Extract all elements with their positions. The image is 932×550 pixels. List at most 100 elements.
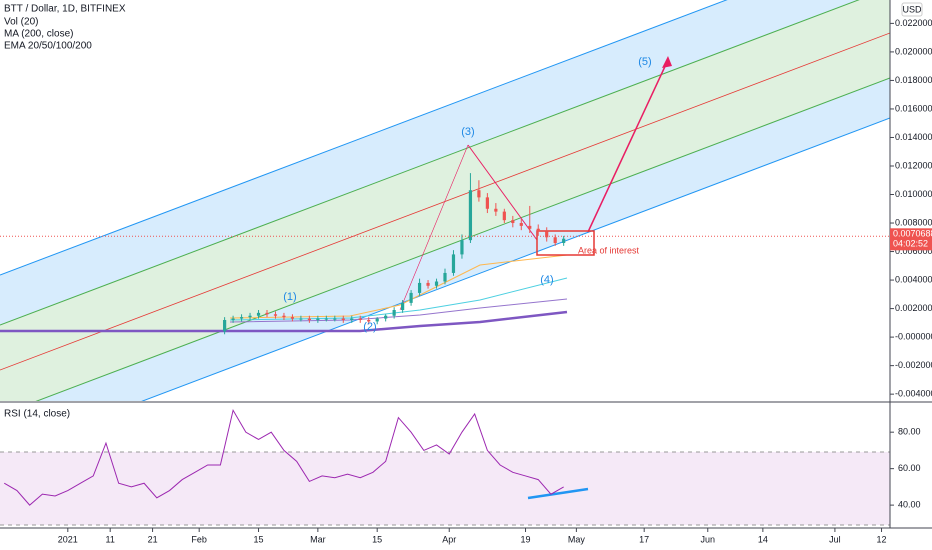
ema-200 [229, 298, 568, 323]
candle-body [265, 312, 269, 315]
annotation: (5) [638, 56, 651, 68]
candle-body [494, 208, 498, 212]
y-tick-label: 0.01600000 [895, 103, 932, 113]
ma-200 [0, 310, 568, 333]
x-tick-label: 12 [877, 534, 887, 544]
x-tick-label: 15 [372, 534, 382, 544]
x-tick-label: May [568, 534, 586, 544]
y-tick-label: 0.02200000 [895, 18, 932, 28]
y-tick-label: -0.00400000 [895, 389, 932, 399]
currency-box[interactable] [901, 2, 923, 17]
candle-body [248, 315, 252, 318]
y-tick-label: 0.00400000 [895, 274, 932, 284]
candle-body [375, 318, 379, 322]
y-tick-label: 0.00200000 [895, 303, 932, 313]
candle-body [562, 238, 566, 243]
candle-body [545, 231, 549, 238]
candle-body [256, 312, 261, 316]
candle-body [333, 318, 337, 320]
y-tick-label: 80.00 [898, 427, 921, 437]
candle-body [519, 223, 523, 226]
annotation: (4) [540, 274, 553, 286]
candle-body [511, 220, 515, 224]
y-tick-label: 0.00600000 [895, 246, 932, 256]
x-tick-label: 11 [106, 534, 115, 544]
rsi-title: RSI (14, close) [4, 409, 70, 420]
candle-body [485, 197, 489, 209]
y-tick-label: 0.01200000 [895, 160, 932, 170]
candle-body [392, 310, 396, 316]
x-tick-label: Jun [701, 534, 716, 544]
candle-body [409, 292, 413, 303]
candle-body [358, 318, 362, 321]
x-tick-label: Jul [829, 534, 841, 544]
wave-line [399, 144, 469, 311]
candle-body [460, 240, 464, 255]
indicator-label: Vol (20) [4, 17, 38, 28]
x-tick-label: Feb [191, 534, 207, 544]
candle-body [477, 190, 481, 198]
x-tick-label: 15 [254, 534, 264, 544]
candle-body [502, 211, 506, 221]
candle-body [434, 281, 439, 286]
candle-body [299, 318, 303, 320]
last-price-box [890, 228, 932, 251]
candle-body [282, 315, 286, 318]
x-tick-label: Apr [442, 534, 456, 544]
candle-body [316, 318, 320, 321]
channel-line [0, 0, 860, 326]
candle-body [553, 237, 557, 243]
indicator-label: MA (200, close) [4, 29, 73, 40]
candle-body [401, 302, 405, 311]
candle-body [426, 282, 430, 286]
annotation: (2) [363, 321, 376, 333]
indicator-label: EMA 20/50/100/200 [4, 41, 92, 52]
candle-body [290, 317, 295, 319]
x-tick-label: 19 [521, 534, 531, 544]
candles [223, 173, 566, 335]
candle-body [239, 317, 244, 319]
y-tick-label: 0.01400000 [895, 132, 932, 142]
rsi-line [3, 408, 564, 506]
channel-line [0, 0, 728, 276]
candle-body [350, 318, 354, 321]
candle-body [307, 318, 311, 321]
x-tick-label: 14 [758, 534, 768, 544]
chart-title: BTT / Dollar, 1D, BITFINEX [4, 4, 126, 15]
candle-body [536, 228, 540, 232]
candle-body [451, 254, 456, 273]
candle-body [223, 320, 227, 332]
channel-line [141, 117, 890, 401]
projection-arrow [587, 59, 669, 233]
channel [0, 0, 890, 401]
candle-body [231, 318, 235, 321]
y-tick-label: 0.00800000 [895, 217, 932, 227]
y-tick-label: 0.02000000 [895, 46, 932, 56]
arrow-head [662, 56, 672, 68]
rsi-band [0, 452, 890, 525]
candle-body [384, 315, 388, 319]
candle-body [273, 314, 278, 316]
candle-body [443, 272, 447, 282]
x-tick-label: 21 [148, 534, 158, 544]
candle-body [417, 282, 422, 293]
x-tick-label: 2021 [58, 534, 78, 544]
candle-body [324, 318, 328, 320]
annotation: (1) [283, 291, 296, 303]
wave-line [467, 144, 538, 241]
y-tick-label: 60.00 [898, 463, 921, 473]
candle-body [367, 320, 371, 322]
annotation: (3) [461, 126, 474, 138]
channel-line [35, 77, 890, 401]
channel-band-middle [0, 0, 890, 401]
rsi-trendline [527, 487, 589, 500]
y-tick-label: -0.00200000 [895, 360, 932, 370]
y-tick-label: 0.01000000 [895, 189, 932, 199]
candle-body [468, 190, 473, 241]
candle-body [528, 225, 532, 229]
candle-body [341, 318, 345, 321]
x-tick-label: 17 [639, 534, 649, 544]
currency[interactable]: USD [902, 4, 922, 14]
last-price-label: 0.00706880 [893, 229, 932, 239]
